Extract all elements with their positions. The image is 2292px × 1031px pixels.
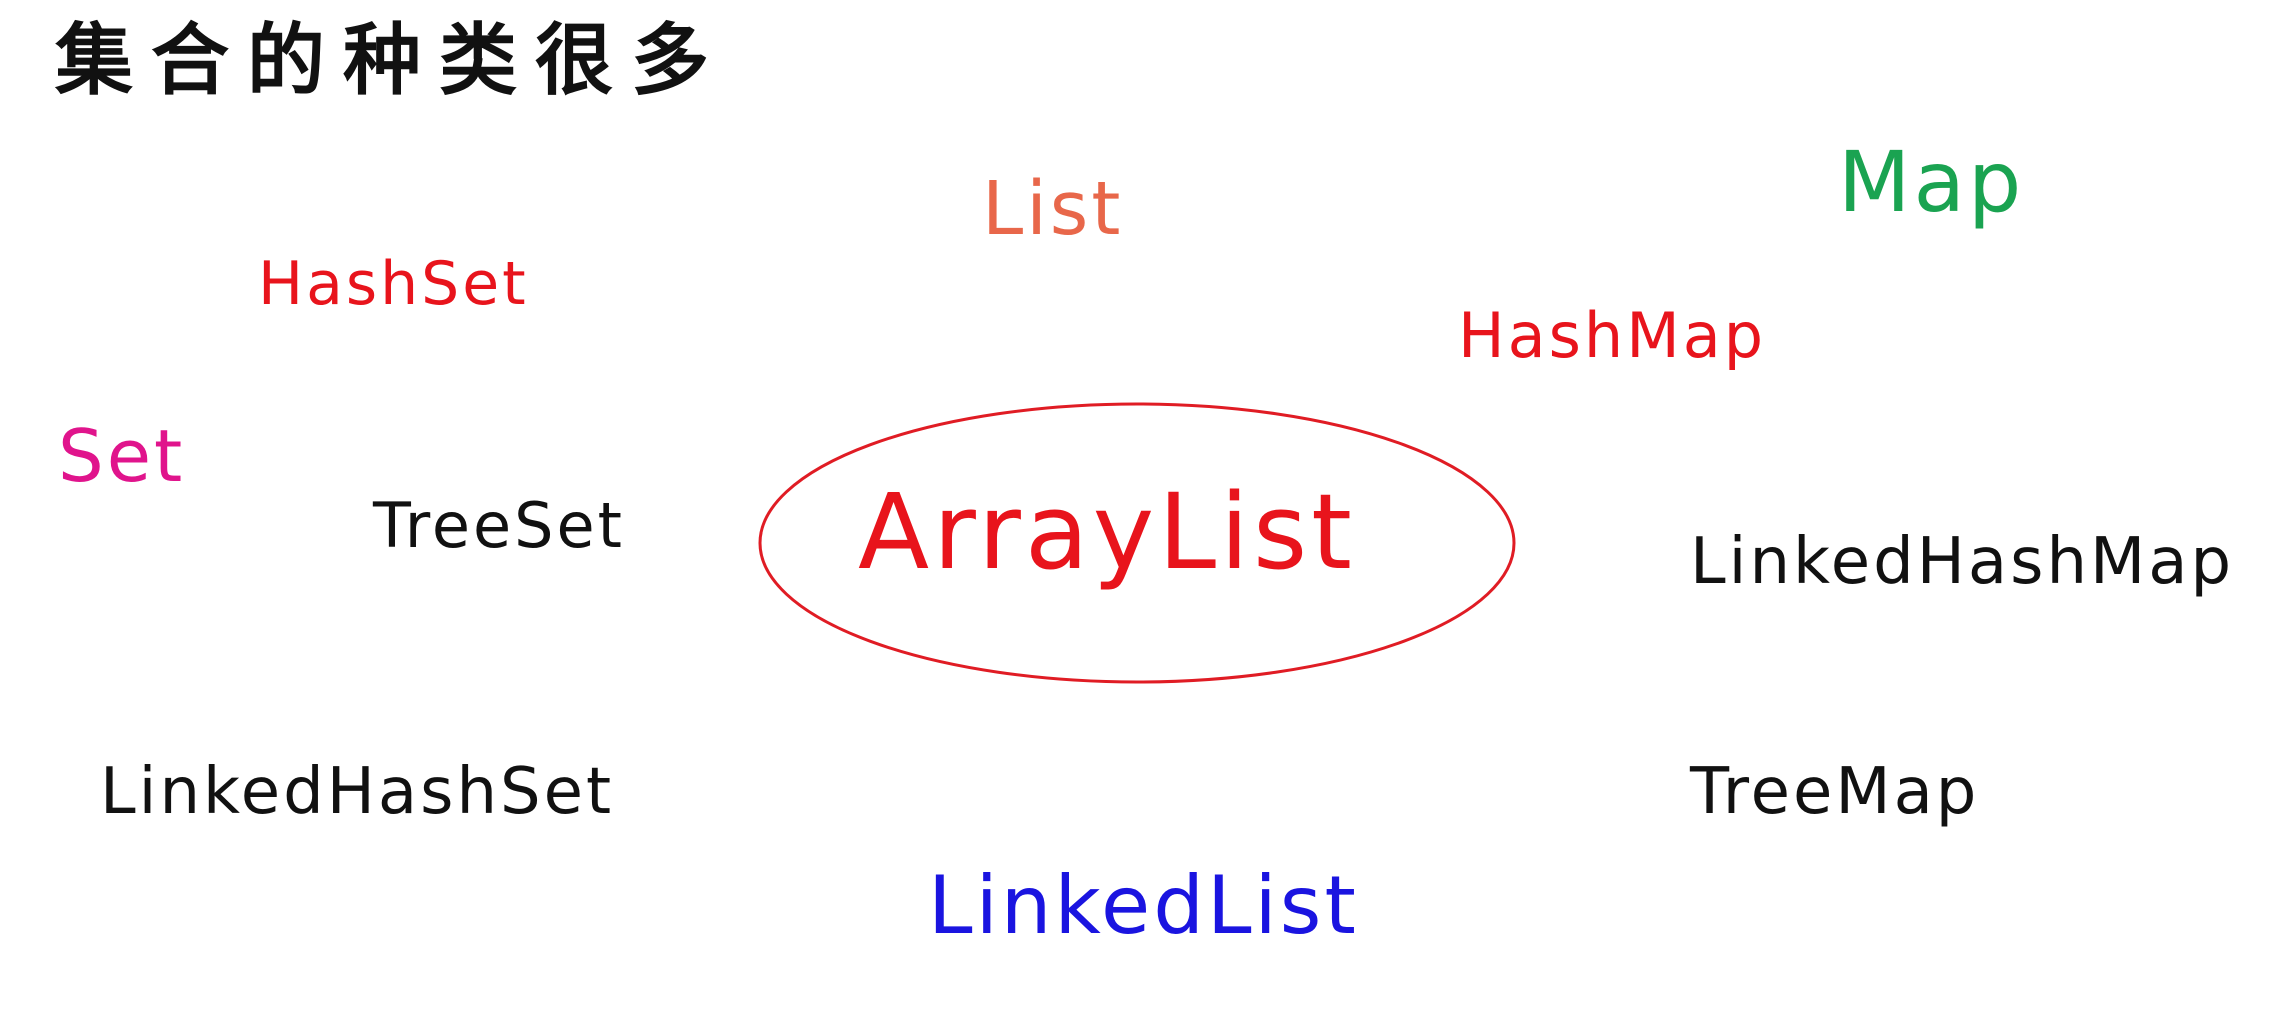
term-treeset: TreeSet [373, 489, 625, 562]
term-hashset: HashSet [258, 249, 529, 319]
term-map: Map [1838, 133, 2025, 231]
term-linkedhashmap: LinkedHashMap [1690, 525, 2235, 599]
term-set: Set [58, 414, 186, 498]
term-hashmap: HashMap [1458, 299, 1767, 372]
term-list: List [982, 166, 1124, 252]
term-linkedlist: LinkedList [928, 859, 1359, 952]
slide-title: 集合的种类很多 [55, 16, 728, 106]
term-linkedhashset: LinkedHashSet [100, 755, 615, 829]
arraylist-highlight-ellipse [758, 402, 1516, 684]
term-treemap: TreeMap [1690, 755, 1980, 829]
term-arraylist: ArrayList [858, 471, 1356, 593]
